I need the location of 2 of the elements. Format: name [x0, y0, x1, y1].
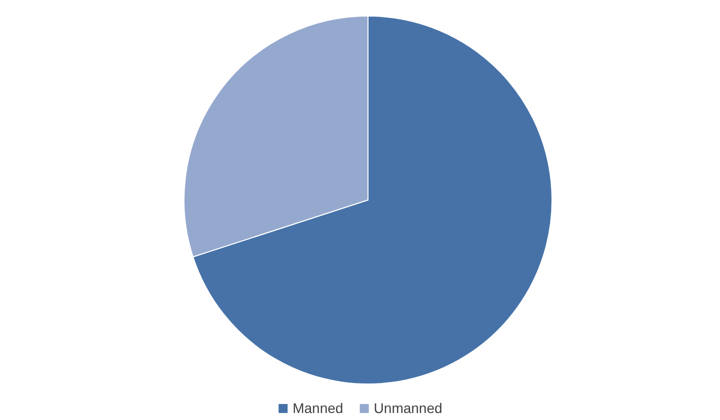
legend-label: Unmanned: [374, 400, 442, 416]
legend-label: Manned: [292, 400, 344, 416]
